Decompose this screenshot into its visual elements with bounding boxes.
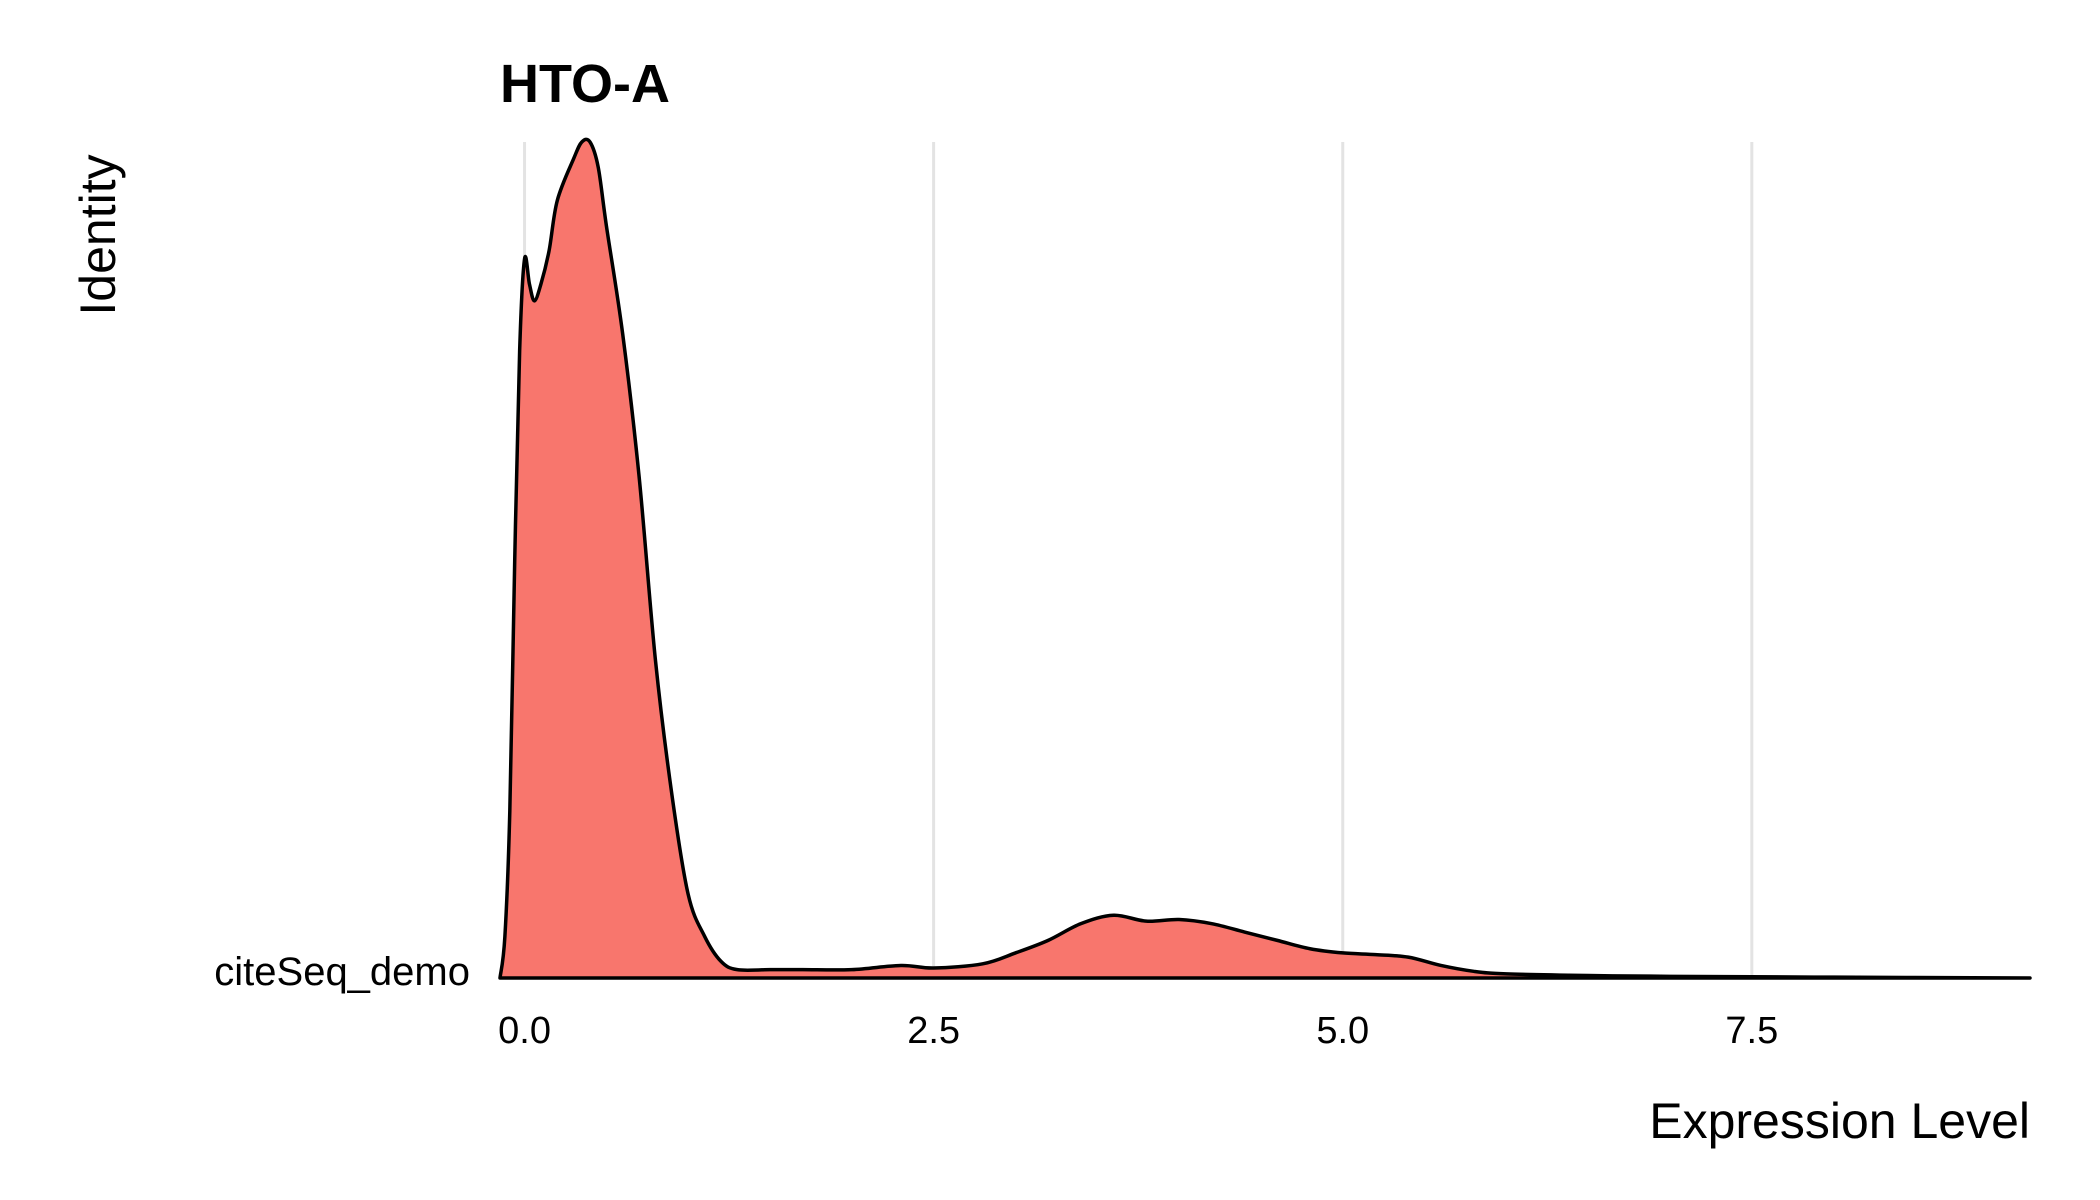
x-axis-ticks: 0.0 2.5 5.0 7.5 [498, 1010, 1778, 1052]
grid-lines [523, 142, 1754, 978]
y-category-label: citeSeq_demo [214, 950, 470, 994]
x-axis-title: Expression Level [1649, 1093, 2030, 1149]
ridge-density-citeSeq_demo [498, 137, 2032, 980]
x-tick-label-1: 2.5 [907, 1010, 960, 1052]
x-tick-label-0: 0.0 [498, 1010, 551, 1052]
x-tick-label-3: 7.5 [1725, 1010, 1778, 1052]
chart-title: HTO-A [500, 54, 670, 114]
x-tick-label-2: 5.0 [1316, 1010, 1369, 1052]
y-axis-title: Identity [70, 154, 126, 315]
